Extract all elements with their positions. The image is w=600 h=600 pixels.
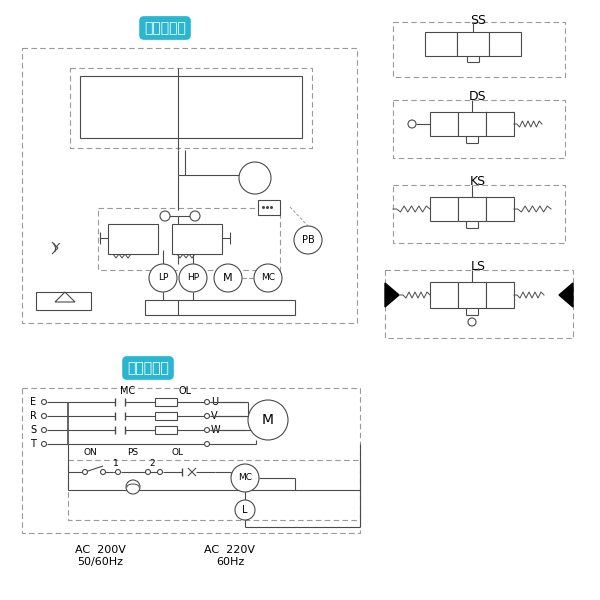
Text: PB: PB [302, 235, 314, 245]
Circle shape [179, 264, 207, 292]
Circle shape [83, 469, 88, 475]
Circle shape [190, 211, 200, 221]
Circle shape [126, 480, 140, 494]
Polygon shape [36, 292, 91, 310]
Polygon shape [486, 282, 514, 308]
Circle shape [41, 413, 47, 419]
Circle shape [41, 442, 47, 446]
Text: 電気回路図: 電気回路図 [127, 361, 169, 375]
Polygon shape [489, 32, 521, 56]
Text: DS: DS [469, 90, 487, 103]
Polygon shape [559, 283, 573, 307]
Text: V: V [211, 411, 218, 421]
Polygon shape [458, 282, 486, 308]
Circle shape [239, 162, 271, 194]
Text: 2: 2 [149, 459, 155, 468]
Text: LS: LS [470, 260, 485, 273]
Text: L: L [242, 505, 248, 515]
Polygon shape [145, 300, 295, 315]
Text: S: S [30, 425, 36, 435]
Circle shape [205, 413, 209, 419]
Text: SS: SS [470, 14, 486, 27]
Polygon shape [430, 112, 458, 136]
Text: 油圧回路図: 油圧回路図 [144, 21, 186, 35]
Text: E: E [30, 397, 36, 407]
Circle shape [205, 442, 209, 446]
Circle shape [214, 264, 242, 292]
Circle shape [205, 400, 209, 404]
Text: AC  220V: AC 220V [205, 545, 256, 555]
Circle shape [408, 120, 416, 128]
Polygon shape [155, 412, 177, 420]
Circle shape [115, 469, 121, 475]
Polygon shape [430, 197, 458, 221]
Polygon shape [155, 398, 177, 406]
Polygon shape [108, 224, 158, 254]
Circle shape [235, 500, 255, 520]
Text: ON: ON [83, 448, 97, 457]
Text: U: U [211, 397, 218, 407]
Polygon shape [385, 283, 399, 307]
Polygon shape [486, 112, 514, 136]
Circle shape [468, 318, 476, 326]
Polygon shape [457, 32, 489, 56]
Polygon shape [155, 426, 177, 434]
Text: 60Hz: 60Hz [216, 557, 244, 567]
Circle shape [254, 264, 282, 292]
Circle shape [248, 400, 288, 440]
Circle shape [41, 400, 47, 404]
Text: MC: MC [261, 274, 275, 283]
Polygon shape [458, 112, 486, 136]
Text: 1: 1 [113, 459, 119, 468]
Circle shape [101, 469, 106, 475]
Text: M: M [223, 273, 233, 283]
Text: MC: MC [238, 473, 252, 482]
Circle shape [149, 264, 177, 292]
Circle shape [231, 464, 259, 492]
Text: OL: OL [172, 448, 184, 457]
Text: T: T [30, 439, 36, 449]
Text: Y: Y [51, 241, 59, 254]
Circle shape [160, 211, 170, 221]
Circle shape [205, 427, 209, 433]
Polygon shape [80, 76, 302, 138]
Text: KS: KS [470, 175, 486, 188]
Text: OL: OL [178, 386, 191, 396]
Circle shape [157, 469, 163, 475]
Polygon shape [172, 224, 222, 254]
Text: MC: MC [121, 386, 136, 396]
Polygon shape [486, 197, 514, 221]
Text: W: W [211, 425, 221, 435]
Text: HP: HP [187, 274, 199, 283]
Text: PS: PS [127, 448, 139, 457]
Polygon shape [458, 197, 486, 221]
Circle shape [146, 469, 151, 475]
Polygon shape [425, 32, 457, 56]
Circle shape [294, 226, 322, 254]
Polygon shape [258, 200, 280, 215]
Text: R: R [30, 411, 37, 421]
Polygon shape [430, 282, 458, 308]
Text: M: M [262, 413, 274, 427]
Text: AC  200V: AC 200V [74, 545, 125, 555]
Text: 50/60Hz: 50/60Hz [77, 557, 123, 567]
Circle shape [41, 427, 47, 433]
Text: LP: LP [158, 274, 168, 283]
